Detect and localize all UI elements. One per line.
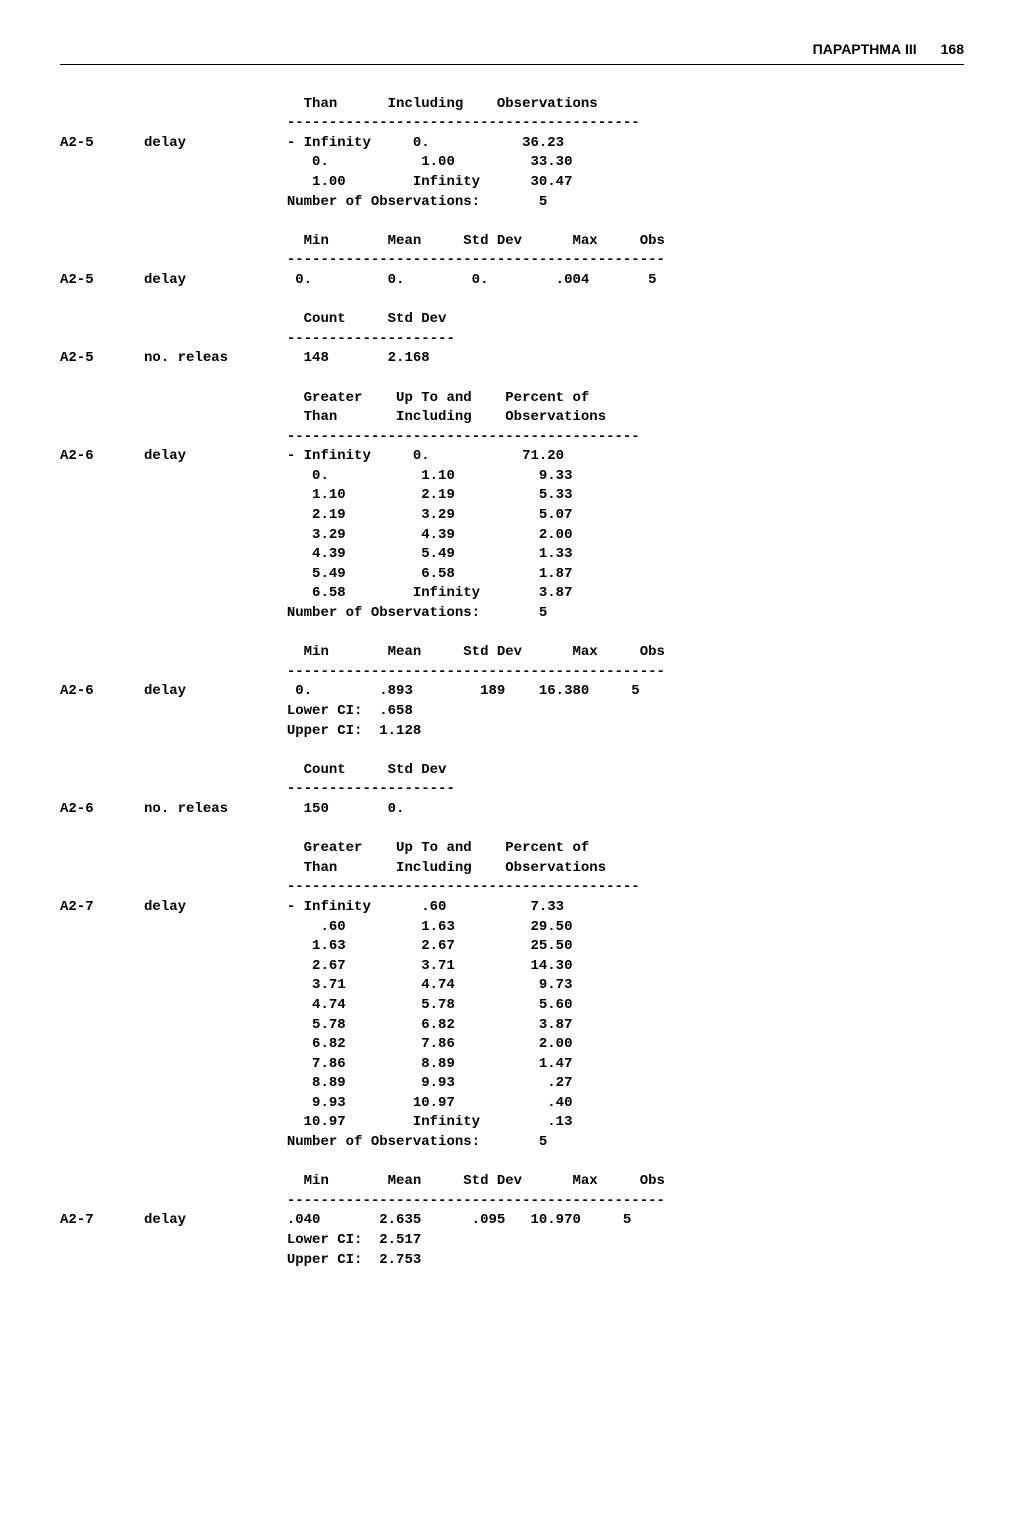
header-page: 168 [941, 40, 964, 60]
stats-header-3: Min Mean Std Dev Max Obs [60, 1172, 964, 1192]
count-header: Count Std Dev [60, 310, 964, 330]
a26-stats-uci: Upper CI: 1.128 [60, 722, 964, 742]
a25-delay-row1: 0. 1.00 33.30 [60, 153, 964, 173]
a26-delay-row1: 0. 1.10 9.33 [60, 467, 964, 487]
a25-delay-nobs: Number of Observations: 5 [60, 193, 964, 213]
a26-stats-row: A2-6 delay 0. .893 189 16.380 5 [60, 682, 964, 702]
a27-stats-uci: Upper CI: 2.753 [60, 1251, 964, 1271]
a26-stats-lci: Lower CI: .658 [60, 702, 964, 722]
a27-delay-row3: 2.67 3.71 14.30 [60, 957, 964, 977]
a26-delay-row5: 4.39 5.49 1.33 [60, 545, 964, 565]
dist-header1-2: Greater Up To and Percent of [60, 839, 964, 859]
a27-delay-row10: 9.93 10.97 .40 [60, 1094, 964, 1114]
a27-delay-row6: 5.78 6.82 3.87 [60, 1016, 964, 1036]
page-header: ΠΑΡΑΡΤΗΜΑ III 168 [60, 40, 964, 65]
dist-header2-2: Than Including Observations [60, 859, 964, 879]
a27-delay-row4: 3.71 4.74 9.73 [60, 976, 964, 996]
count-dash-2: -------------------- [60, 780, 964, 800]
a27-delay-row11: 10.97 Infinity .13 [60, 1113, 964, 1133]
a25-delay-row2: 1.00 Infinity 30.47 [60, 173, 964, 193]
a27-delay-row5: 4.74 5.78 5.60 [60, 996, 964, 1016]
stats-header-2: Min Mean Std Dev Max Obs [60, 643, 964, 663]
a27-stats-lci: Lower CI: 2.517 [60, 1231, 964, 1251]
dist-dash-2: ----------------------------------------… [60, 878, 964, 898]
a25-stats-row: A2-5 delay 0. 0. 0. .004 5 [60, 271, 964, 291]
stats-dash-2: ----------------------------------------… [60, 663, 964, 683]
a26-delay-row2: 1.10 2.19 5.33 [60, 486, 964, 506]
stats-dash-3: ----------------------------------------… [60, 1192, 964, 1212]
a25-releas-row: A2-5 no. releas 148 2.168 [60, 349, 964, 369]
stats-dash: ----------------------------------------… [60, 251, 964, 271]
a26-delay-row0: A2-6 delay - Infinity 0. 71.20 [60, 447, 964, 467]
a27-delay-row8: 7.86 8.89 1.47 [60, 1055, 964, 1075]
dist-header-cont: Than Including Observations [60, 95, 964, 115]
count-header-2: Count Std Dev [60, 761, 964, 781]
a27-delay-row1: .60 1.63 29.50 [60, 918, 964, 938]
dist-header2: Than Including Observations [60, 408, 964, 428]
a26-delay-row7: 6.58 Infinity 3.87 [60, 584, 964, 604]
a27-delay-row7: 6.82 7.86 2.00 [60, 1035, 964, 1055]
a26-delay-nobs: Number of Observations: 5 [60, 604, 964, 624]
a25-delay-row0: A2-5 delay - Infinity 0. 36.23 [60, 134, 964, 154]
a27-delay-row2: 1.63 2.67 25.50 [60, 937, 964, 957]
a27-stats-row: A2-7 delay .040 2.635 .095 10.970 5 [60, 1211, 964, 1231]
a26-delay-row3: 2.19 3.29 5.07 [60, 506, 964, 526]
stats-header: Min Mean Std Dev Max Obs [60, 232, 964, 252]
a26-delay-row4: 3.29 4.39 2.00 [60, 526, 964, 546]
dist-dash-cont: ----------------------------------------… [60, 114, 964, 134]
a26-releas-row: A2-6 no. releas 150 0. [60, 800, 964, 820]
dist-dash: ----------------------------------------… [60, 428, 964, 448]
header-title: ΠΑΡΑΡΤΗΜΑ III [813, 40, 917, 60]
a26-delay-row6: 5.49 6.58 1.87 [60, 565, 964, 585]
a27-delay-nobs: Number of Observations: 5 [60, 1133, 964, 1153]
a27-delay-row0: A2-7 delay - Infinity .60 7.33 [60, 898, 964, 918]
count-dash: -------------------- [60, 330, 964, 350]
dist-header1: Greater Up To and Percent of [60, 389, 964, 409]
a27-delay-row9: 8.89 9.93 .27 [60, 1074, 964, 1094]
